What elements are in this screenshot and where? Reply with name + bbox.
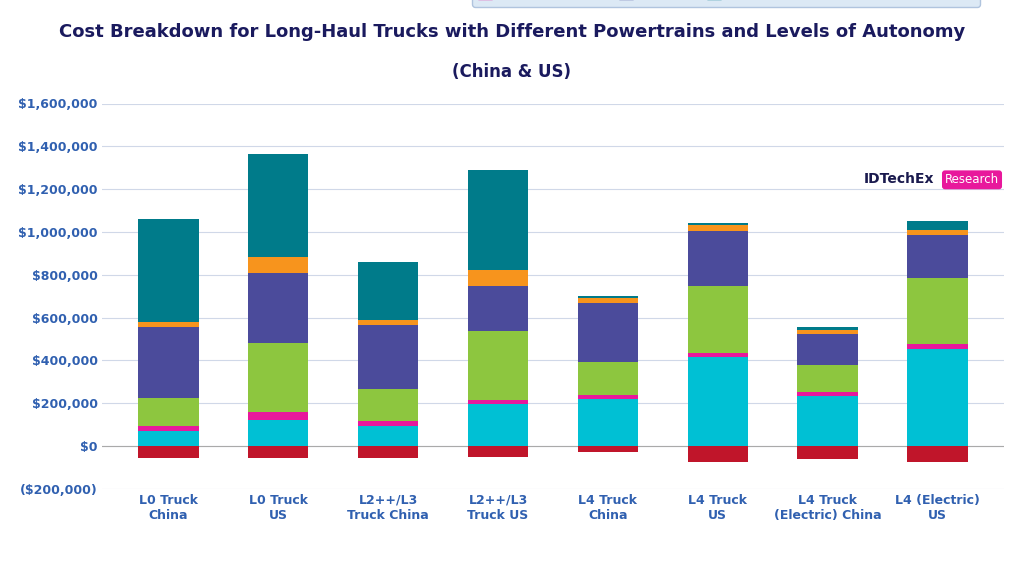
- Bar: [468, 404, 528, 446]
- Bar: [907, 344, 968, 348]
- Bar: [578, 362, 638, 394]
- Bar: [468, 400, 528, 404]
- Bar: [248, 420, 308, 446]
- Bar: [138, 426, 199, 431]
- Bar: [468, 170, 528, 270]
- Bar: [248, 273, 308, 343]
- Bar: [358, 421, 419, 425]
- Bar: [248, 446, 308, 458]
- Bar: [687, 231, 748, 286]
- Bar: [687, 446, 748, 462]
- Bar: [138, 327, 199, 398]
- Bar: [468, 446, 528, 457]
- Legend: Purchase Costs, Maintenance Costs, Toll Fees, Fuel Costs, Insurance Costs, Labor: Purchase Costs, Maintenance Costs, Toll …: [472, 0, 980, 7]
- Bar: [248, 412, 308, 420]
- Bar: [798, 446, 858, 459]
- Bar: [358, 320, 419, 325]
- Text: Cost Breakdown for Long-Haul Trucks with Different Powertrains and Levels of Aut: Cost Breakdown for Long-Haul Trucks with…: [58, 23, 966, 41]
- Bar: [687, 223, 748, 225]
- Bar: [248, 256, 308, 273]
- Bar: [138, 219, 199, 322]
- Bar: [798, 365, 858, 392]
- Bar: [798, 331, 858, 334]
- Bar: [798, 396, 858, 446]
- Text: Research: Research: [945, 173, 999, 186]
- Bar: [687, 353, 748, 357]
- Bar: [248, 154, 308, 256]
- Bar: [578, 296, 638, 298]
- Bar: [358, 262, 419, 320]
- Bar: [907, 235, 968, 278]
- Bar: [907, 348, 968, 446]
- Bar: [138, 398, 199, 426]
- Bar: [578, 446, 638, 453]
- Bar: [578, 394, 638, 399]
- Text: (China & US): (China & US): [453, 63, 571, 81]
- Bar: [138, 431, 199, 446]
- Bar: [687, 225, 748, 231]
- Bar: [468, 286, 528, 331]
- Bar: [798, 327, 858, 331]
- Bar: [907, 446, 968, 462]
- Bar: [468, 331, 528, 400]
- Bar: [358, 389, 419, 421]
- Bar: [687, 357, 748, 446]
- Bar: [578, 302, 638, 362]
- Bar: [138, 446, 199, 458]
- Bar: [468, 270, 528, 286]
- Text: IDTechEx: IDTechEx: [864, 172, 934, 186]
- Bar: [907, 221, 968, 230]
- Bar: [907, 278, 968, 344]
- Bar: [358, 325, 419, 389]
- Bar: [798, 334, 858, 365]
- Bar: [358, 446, 419, 458]
- Bar: [687, 286, 748, 353]
- Bar: [907, 230, 968, 235]
- Bar: [248, 343, 308, 412]
- Bar: [578, 298, 638, 302]
- Bar: [798, 392, 858, 396]
- Bar: [358, 426, 419, 446]
- Bar: [578, 399, 638, 446]
- Bar: [138, 322, 199, 327]
